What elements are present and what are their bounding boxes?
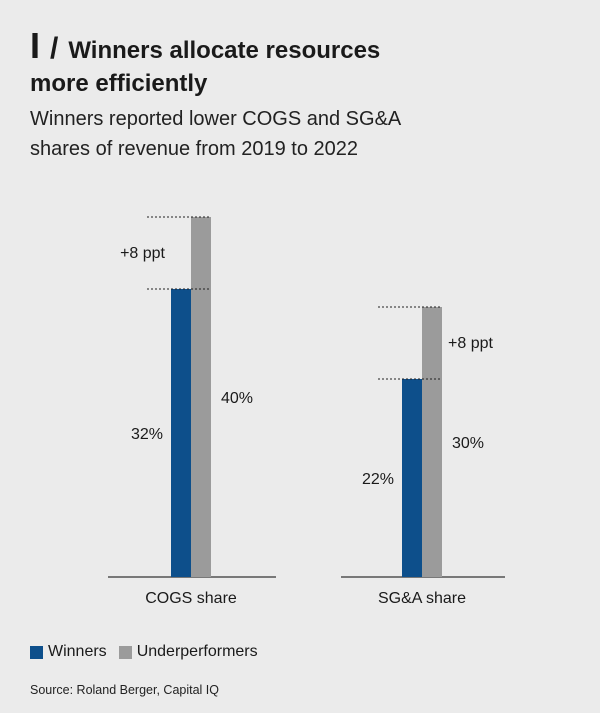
legend-swatch-winners [30, 645, 43, 659]
title-row: I / Winners allocate resources [30, 28, 570, 68]
bar-underperformers-0 [191, 217, 211, 577]
bar-winners-1 [402, 379, 422, 577]
data-label-winners-1: 22% [362, 471, 394, 488]
data-label-underperformers-0: 40% [221, 390, 253, 407]
title-block: I / Winners allocate resources more effi… [30, 28, 570, 164]
chart-title-line2: more efficiently [30, 70, 208, 97]
title-slash: / [50, 32, 59, 65]
chart-subtitle-line1: Winners reported lower COGS and SG&A [30, 108, 402, 130]
source-note: Source: Roland Berger, Capital IQ [30, 683, 219, 697]
legend-item-winners: Winners [30, 643, 107, 661]
bar-winners-0 [171, 289, 191, 577]
category-label-0: COGS share [145, 590, 237, 607]
legend-swatch-underperformers [118, 645, 132, 659]
chart-title: Winners allocate resources [68, 37, 381, 64]
data-label-winners-0: 32% [131, 426, 163, 443]
chart-subtitle-line2: shares of revenue from 2019 to 2022 [30, 138, 358, 160]
bar-chart: 32% 40% +8 ppt COGS share 22% 30% +8 ppt SG&A s… [108, 216, 505, 607]
legend-label-winners: Winners [48, 643, 107, 660]
bar-underperformers-1 [422, 307, 442, 577]
legend: Winners Underperformers [30, 643, 270, 661]
legend-item-underperformers: Underperformers [118, 643, 258, 661]
legend-label-underperformers: Underperformers [136, 643, 258, 660]
data-label-underperformers-1: 30% [452, 435, 484, 452]
title-mark: I [30, 25, 41, 66]
category-label-1: SG&A share [378, 590, 466, 607]
delta-annotation-0: +8 ppt [120, 245, 165, 262]
delta-annotation-1: +8 ppt [448, 335, 493, 352]
